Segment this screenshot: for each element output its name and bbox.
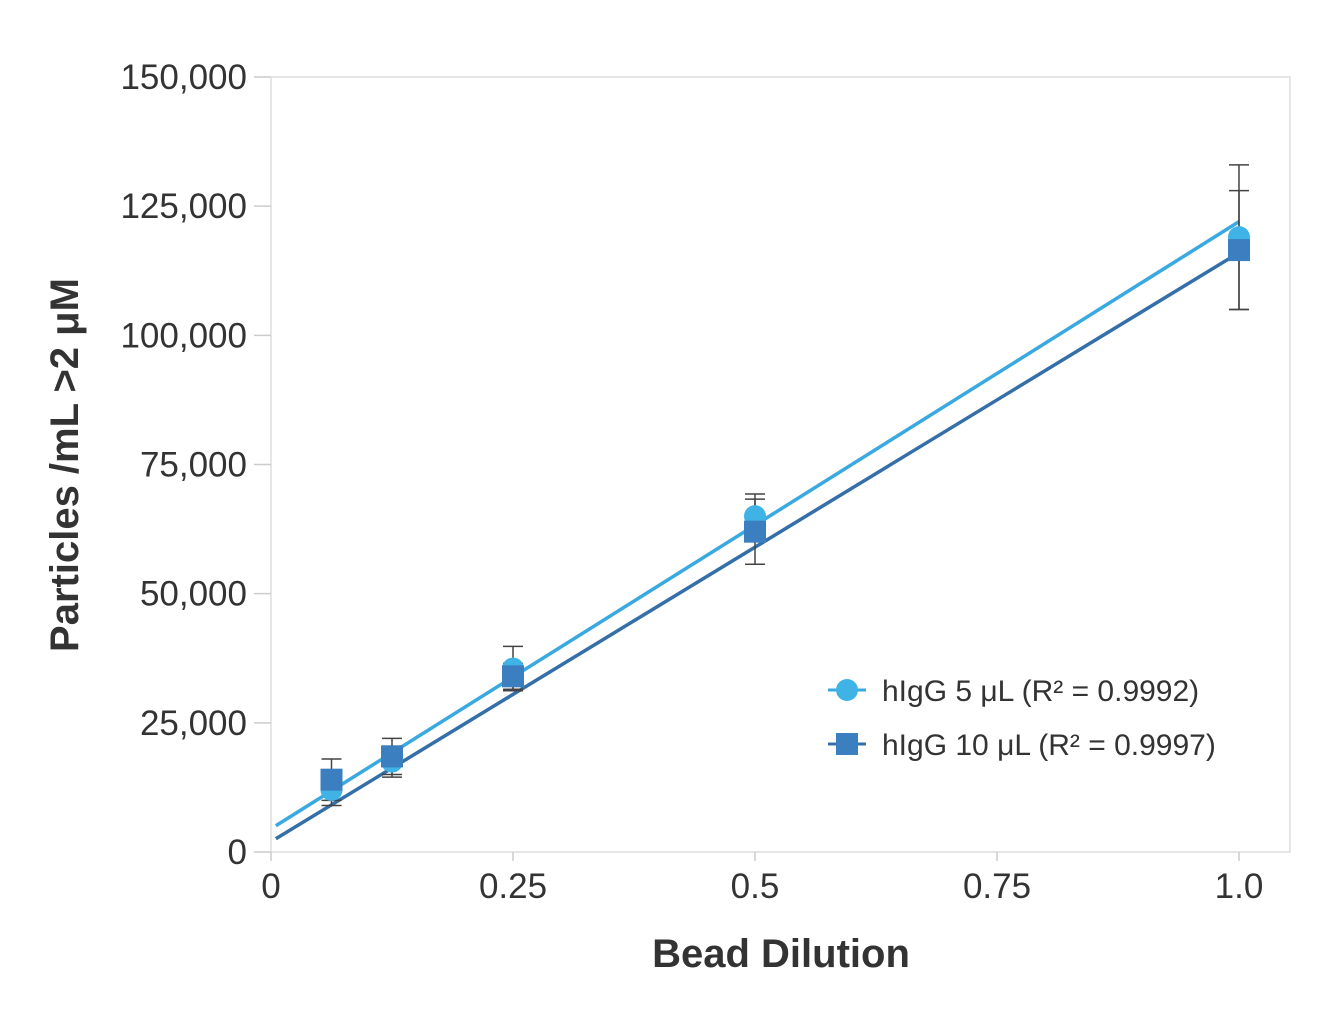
legend-label: hIgG 10 μL (R² = 0.9997)	[882, 729, 1216, 762]
y-tick-label: 100,000	[120, 316, 247, 355]
data-point-series-2	[502, 665, 524, 688]
data-point-series-2	[1228, 239, 1250, 262]
y-tick-label: 75,000	[140, 446, 247, 485]
y-tick-label: 150,000	[120, 58, 247, 97]
y-tick-label: 50,000	[140, 575, 247, 614]
x-axis-title: Bead Dilution	[652, 932, 910, 976]
legend: hIgG 5 μL (R² = 0.9992) hIgG 10 μL (R² = …	[828, 675, 1216, 762]
legend-label: hIgG 5 μL (R² = 0.9992)	[882, 675, 1199, 708]
y-tick-label: 25,000	[140, 704, 247, 743]
legend-marker	[836, 733, 858, 755]
y-tick-label: 0	[228, 833, 247, 872]
axis-ticks: 0 25,000 50,000 75,000 100,000 125,000 150,000…	[120, 58, 1263, 906]
y-axis-title: Particles /mL >2 μM	[43, 278, 87, 652]
x-tick-label: 1.0	[1215, 867, 1264, 906]
legend-marker	[836, 679, 858, 701]
data-point-series-2	[381, 745, 403, 768]
legend-entry-series-2: hIgG 10 μL (R² = 0.9997)	[828, 729, 1216, 762]
x-tick-label: 0.75	[963, 867, 1031, 906]
legend-entry-series-1: hIgG 5 μL (R² = 0.9992)	[828, 675, 1199, 708]
y-tick-label: 125,000	[120, 187, 247, 226]
data-point-series-2	[744, 520, 766, 543]
data-point-series-2	[320, 768, 343, 791]
x-tick-label: 0.25	[479, 867, 547, 906]
data-markers	[320, 226, 1250, 801]
fit-line-series-2	[274, 251, 1240, 841]
x-tick-label: 0.5	[731, 867, 780, 906]
x-tick-label: 0	[261, 867, 280, 906]
